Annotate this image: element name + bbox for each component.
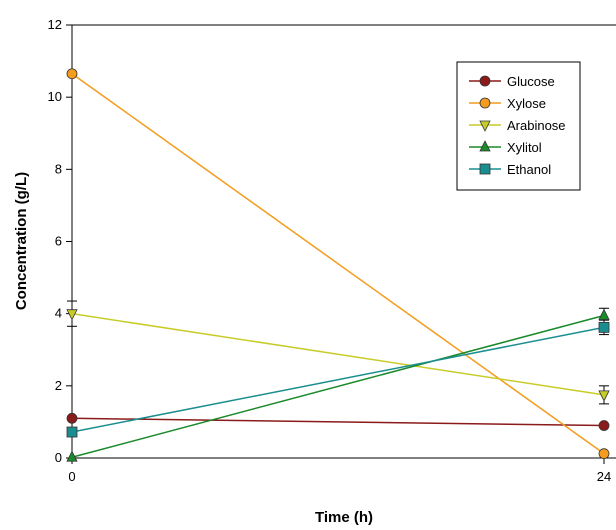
y-tick-label-8: 8: [55, 161, 62, 176]
point-arabinose-0: [66, 309, 78, 321]
y-tick-label-4: 4: [55, 306, 62, 321]
legend: Glucose Xylose Arabinose Xylitol Ethanol: [456, 61, 581, 191]
legend-marker-xylose: [479, 97, 491, 109]
legend-marker-xylitol: [479, 140, 491, 152]
y-tick-label-2: 2: [55, 378, 62, 393]
x-axis-title: Time (h): [315, 509, 373, 526]
point-ethanol-0: [66, 426, 78, 438]
x-tick-label-24: 24: [597, 469, 611, 484]
y-axis-title: Concentration (g/L): [13, 172, 30, 310]
series-markers: [66, 68, 610, 462]
legend-label-xylitol: Xylitol: [507, 140, 542, 155]
legend-marker-ethanol: [479, 163, 491, 175]
legend-marker-glucose: [479, 75, 491, 87]
y-tick-label-12: 12: [48, 17, 62, 32]
series-line-xylose: [71, 73, 605, 455]
series-lines: [71, 73, 605, 459]
legend-label-xylose: Xylose: [507, 96, 546, 111]
y-tick-label-6: 6: [55, 234, 62, 249]
series-line-glucose: [71, 417, 605, 427]
point-xylitol-0: [66, 450, 78, 462]
legend-label-ethanol: Ethanol: [507, 162, 551, 177]
x-tick-label-0: 0: [68, 469, 75, 484]
point-xylose-1: [598, 448, 610, 460]
legend-label-arabinose: Arabinose: [507, 118, 566, 133]
series-line-arabinose: [71, 312, 605, 396]
point-xylitol-1: [598, 308, 610, 320]
y-tick-label-0: 0: [55, 450, 62, 465]
point-glucose-0: [66, 412, 78, 424]
point-glucose-1: [598, 420, 610, 431]
y-axis-ticks: 0 2 4 6 8 10 12: [48, 17, 72, 465]
series-line-xylitol: [71, 314, 605, 459]
point-arabinose-1: [598, 390, 610, 402]
error-bars: [67, 300, 609, 405]
legend-marker-arabinose: [479, 120, 491, 132]
point-ethanol-1: [598, 321, 610, 333]
legend-label-glucose: Glucose: [507, 74, 555, 89]
x-axis-ticks: 0 24: [68, 458, 611, 484]
series-line-ethanol: [71, 326, 605, 433]
y-tick-label-10: 10: [48, 89, 62, 104]
point-xylose-0: [66, 68, 78, 80]
